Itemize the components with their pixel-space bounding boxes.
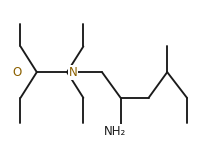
Text: NH₂: NH₂ [104, 125, 126, 138]
Text: O: O [12, 66, 21, 79]
Text: N: N [69, 66, 77, 79]
